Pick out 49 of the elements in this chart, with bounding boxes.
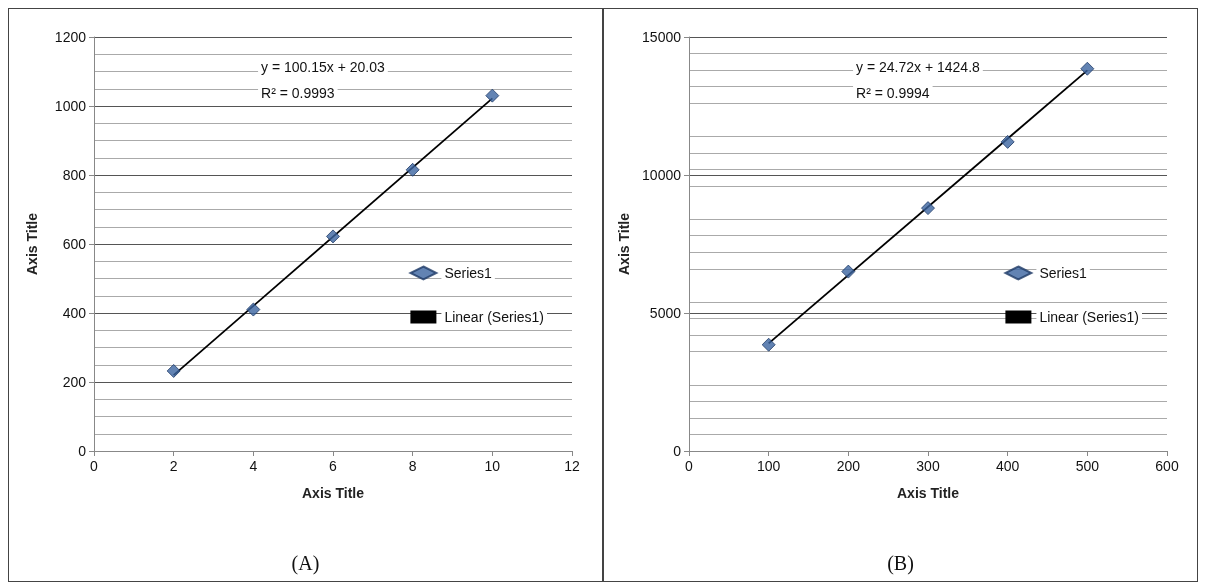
y-tick-label: 800 (62, 167, 87, 183)
y-tick-label: 10000 (642, 167, 682, 183)
legend-label: Series1 (1039, 265, 1088, 281)
x-tick-label: 12 (564, 458, 580, 474)
point (841, 264, 856, 279)
x-tick-label: 0 (685, 458, 694, 474)
point (485, 88, 500, 103)
point (405, 162, 420, 177)
y-tick-label: 0 (78, 443, 87, 459)
legend-label: Series1 (444, 265, 493, 281)
x-tick-label: 2 (169, 458, 178, 474)
annotation: R² = 0.9994 (856, 85, 930, 101)
point (246, 302, 261, 317)
text: (A) (291, 552, 320, 575)
y-tick-label: 400 (62, 305, 87, 321)
point (761, 337, 776, 352)
annotation: y = 100.15x + 20.03 (261, 59, 386, 75)
x-tick-label: 600 (1155, 458, 1179, 474)
point (921, 201, 935, 216)
y-tick-label: 15000 (642, 29, 682, 45)
point (166, 363, 181, 378)
point (326, 229, 340, 244)
y-tick-label: 5000 (649, 305, 682, 321)
x-tick-label: 200 (836, 458, 861, 474)
x-tick-label: 10 (484, 458, 501, 474)
x-tick-label: 0 (90, 458, 99, 474)
y-axis-title: Axis Title (616, 212, 633, 275)
x-tick-label: 500 (1075, 458, 1100, 474)
x-tick-label: 4 (249, 458, 258, 474)
y-axis-title: Axis Title (24, 212, 40, 275)
annotation: y = 24.72x + 1424.8 (856, 59, 981, 75)
y-tick-label: 600 (62, 236, 87, 252)
annotation: R² = 0.9993 (261, 85, 335, 101)
y-tick-label: 200 (62, 374, 87, 390)
x-tick-label: 8 (408, 458, 417, 474)
x-tick-label: 100 (756, 458, 781, 474)
point (1000, 134, 1015, 149)
x-tick-label: 300 (916, 458, 940, 474)
x-axis-title: Axis Title (897, 485, 960, 501)
legend-label: Linear (Series1) (1039, 309, 1140, 325)
x-tick-label: 400 (995, 458, 1020, 474)
legend-label: Linear (Series1) (444, 309, 545, 325)
x-axis-title: Axis Title (302, 485, 365, 501)
point (1080, 61, 1095, 76)
x-tick-label: 6 (329, 458, 338, 474)
y-tick-label: 1000 (54, 98, 87, 114)
text: (B) (887, 552, 914, 575)
y-tick-label: 1200 (54, 29, 87, 45)
y-tick-label: 0 (673, 443, 682, 459)
